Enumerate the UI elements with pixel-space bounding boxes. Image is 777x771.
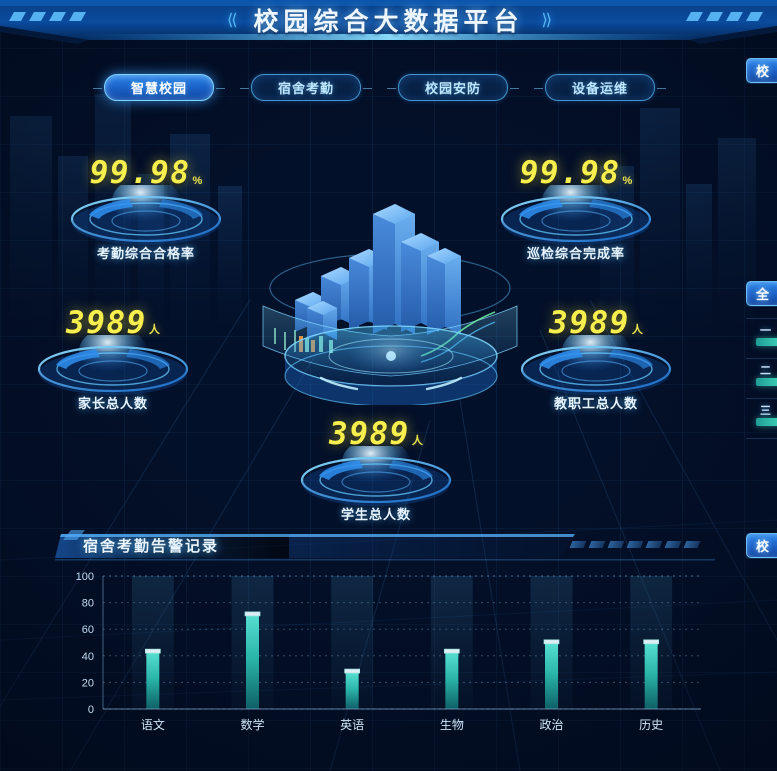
panel-decoration-dashes bbox=[569, 541, 701, 548]
tab-label: 设备运维 bbox=[571, 81, 628, 96]
kpi-card-student-total[interactable]: 3989 人 学生总人数 bbox=[285, 416, 467, 523]
rank-label: 三 bbox=[760, 405, 771, 417]
dorm-alert-panel: 宿舍考勤告警记录 bbox=[55, 528, 715, 746]
svg-text:80: 80 bbox=[82, 598, 94, 610]
nav-tabs: 智慧校园 宿舍考勤 校园安防 设备运维 bbox=[93, 74, 666, 101]
progress-bar bbox=[756, 378, 777, 386]
edge-tab-label: 全 bbox=[756, 287, 770, 302]
svg-text:政治: 政治 bbox=[539, 718, 563, 732]
tab-label: 校园安防 bbox=[424, 81, 481, 96]
page-title: 校园综合大数据平台 bbox=[253, 7, 524, 36]
edge-tab-button[interactable]: 校 bbox=[746, 533, 777, 558]
progress-bar bbox=[756, 338, 777, 346]
list-divider bbox=[746, 438, 777, 439]
chevron-left-icon: ⟨⟨ bbox=[227, 12, 238, 29]
svg-text:20: 20 bbox=[82, 677, 94, 689]
list-item[interactable]: 二 bbox=[746, 358, 777, 398]
kpi-card-attendance-pass-rate[interactable]: 99.98 % bbox=[55, 155, 237, 262]
tab-smart-campus[interactable]: 智慧校园 bbox=[93, 74, 225, 101]
edge-panel-tab-middle[interactable]: 全 bbox=[746, 281, 777, 307]
rank-label: 二 bbox=[760, 365, 771, 377]
list-divider bbox=[746, 358, 777, 359]
panel-header: 宿舍考勤告警记录 bbox=[55, 528, 715, 562]
kpi-disc-graphic bbox=[485, 177, 667, 249]
svg-text:英语: 英语 bbox=[340, 718, 364, 732]
list-item[interactable]: 三 bbox=[746, 398, 777, 438]
kpi-disc-graphic bbox=[505, 327, 687, 399]
header-title-row: ⟨⟨ 校园综合大数据平台 ⟩⟩ bbox=[0, 0, 777, 40]
svg-text:0: 0 bbox=[88, 704, 94, 716]
svg-text:数学: 数学 bbox=[240, 717, 264, 732]
tab-label: 智慧校园 bbox=[130, 81, 187, 96]
svg-text:100: 100 bbox=[76, 571, 94, 583]
edge-tab-label: 校 bbox=[756, 64, 770, 79]
bar-chart-svg: 0 20 40 60 80 100 语文 数学 英语 生物 政治 历史 bbox=[76, 571, 701, 732]
list-item[interactable]: 一 bbox=[746, 318, 777, 358]
svg-text:40: 40 bbox=[82, 651, 94, 663]
edge-tab-button[interactable]: 校 bbox=[746, 58, 777, 83]
svg-text:语文: 语文 bbox=[141, 717, 165, 732]
edge-ranking-list: 一 二 三 bbox=[746, 318, 777, 439]
panel-title: 宿舍考勤告警记录 bbox=[83, 538, 220, 555]
chevron-right-icon: ⟩⟩ bbox=[541, 12, 553, 29]
edge-tab-button[interactable]: 全 bbox=[746, 281, 777, 306]
edge-panel-tab-bottom[interactable]: 校 bbox=[746, 533, 777, 559]
kpi-disc-graphic bbox=[55, 177, 237, 249]
kpi-card-parent-total[interactable]: 3989 人 家长总人数 bbox=[22, 305, 204, 412]
kpi-disc-graphic bbox=[285, 438, 467, 510]
tab-device-ops[interactable]: 设备运维 bbox=[534, 74, 666, 101]
tab-dorm-attendance[interactable]: 宿舍考勤 bbox=[240, 74, 372, 101]
list-divider bbox=[746, 398, 777, 399]
svg-text:历史: 历史 bbox=[639, 718, 663, 732]
progress-bar bbox=[756, 418, 777, 426]
tab-campus-security[interactable]: 校园安防 bbox=[387, 74, 519, 101]
svg-text:生物: 生物 bbox=[440, 718, 464, 732]
kpi-card-inspection-completion-rate[interactable]: 99.98 % 巡检综合完成率 bbox=[485, 155, 667, 262]
app-header: ⟨⟨ 校园综合大数据平台 ⟩⟩ bbox=[0, 0, 777, 46]
list-divider bbox=[746, 318, 777, 319]
rank-label: 一 bbox=[760, 325, 771, 337]
bar-chart: 0 20 40 60 80 100 语文 数学 英语 生物 政治 历史 bbox=[55, 566, 715, 741]
kpi-card-staff-total[interactable]: 3989 人 教职工总人数 bbox=[505, 305, 687, 412]
edge-panel-tab-top[interactable]: 校 bbox=[746, 58, 777, 84]
kpi-disc-graphic bbox=[22, 327, 204, 399]
svg-text:60: 60 bbox=[82, 624, 94, 636]
edge-tab-label: 校 bbox=[756, 539, 770, 554]
tab-label: 宿舍考勤 bbox=[277, 81, 334, 96]
